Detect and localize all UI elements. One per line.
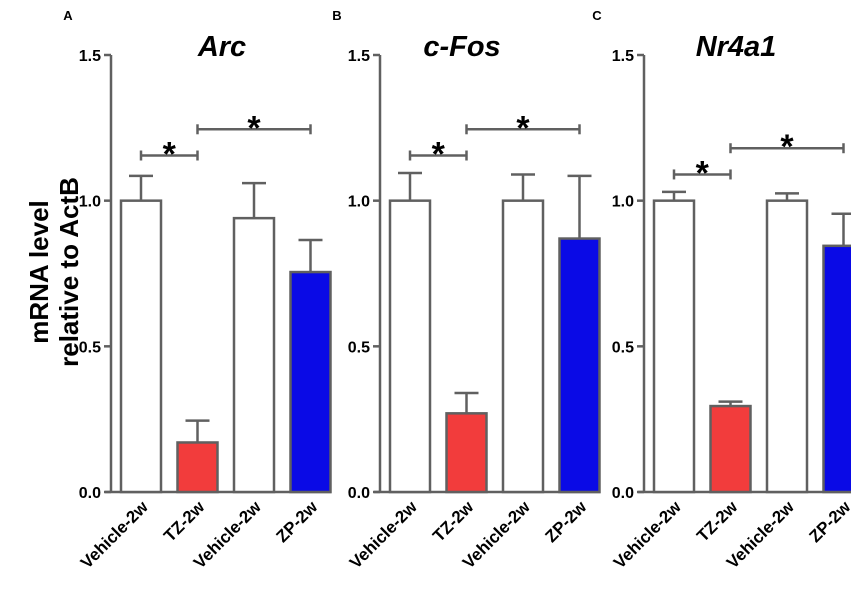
- x-tick-label: ZP-2w: [541, 497, 590, 546]
- bar-vehicle-2w: [765, 199, 809, 494]
- y-tick-label: 1.0: [348, 194, 370, 211]
- panel-letter: B: [332, 8, 341, 23]
- panel-letter: A: [63, 8, 73, 23]
- bar-vehicle-2w: [388, 199, 432, 494]
- x-tick-label: TZ-2w: [693, 497, 742, 546]
- x-tick-label: Vehicle-2w: [346, 497, 421, 572]
- y-tick-label: 0.0: [348, 485, 370, 502]
- y-tick-label: 0.0: [79, 485, 101, 502]
- x-tick-label: Vehicle-2w: [610, 497, 685, 572]
- y-tick-label: 0.0: [612, 485, 634, 502]
- bar-tz-2w: [709, 404, 752, 494]
- y-tick-label: 0.5: [612, 339, 634, 356]
- chart-title: Nr4a1: [696, 31, 777, 63]
- bar-vehicle-2w: [501, 199, 545, 494]
- y-tick-label: 1.0: [79, 194, 101, 211]
- y-tick-label: 0.5: [348, 339, 370, 356]
- y-axis-label-line2: relative to ActB: [54, 177, 84, 367]
- shared-y-axis-label: mRNA level relative to ActB: [24, 177, 84, 367]
- significance-star: *: [432, 136, 446, 174]
- bar-zp-2w: [289, 270, 332, 494]
- y-axis-label-line1: mRNA level: [24, 200, 54, 344]
- chart-title: c-Fos: [423, 31, 500, 63]
- significance-star: *: [780, 128, 794, 166]
- y-tick-label: 1.5: [612, 48, 634, 65]
- bar-tz-2w: [176, 441, 219, 494]
- bar-tz-2w: [445, 412, 488, 494]
- bar-vehicle-2w: [119, 199, 163, 494]
- bar-vehicle-2w: [652, 199, 696, 494]
- bar-vehicle-2w: [232, 216, 276, 494]
- significance-star: *: [696, 154, 710, 192]
- x-tick-label: TZ-2w: [429, 497, 478, 546]
- x-tick-label: ZP-2w: [272, 497, 321, 546]
- y-tick-label: 0.5: [79, 339, 101, 356]
- y-tick-label: 1.5: [348, 48, 370, 65]
- significance-star: *: [516, 109, 530, 147]
- chart-title: Arc: [197, 31, 246, 63]
- significance-star: *: [163, 136, 177, 174]
- bar-zp-2w: [558, 237, 601, 494]
- y-tick-label: 1.5: [79, 48, 101, 65]
- bar-zp-2w: [822, 244, 851, 494]
- y-tick-label: 1.0: [612, 194, 634, 211]
- x-tick-label: ZP-2w: [805, 497, 851, 546]
- panel-letter: C: [592, 8, 602, 23]
- x-tick-label: Vehicle-2w: [77, 497, 152, 572]
- significance-star: *: [247, 109, 261, 147]
- x-tick-label: TZ-2w: [160, 497, 209, 546]
